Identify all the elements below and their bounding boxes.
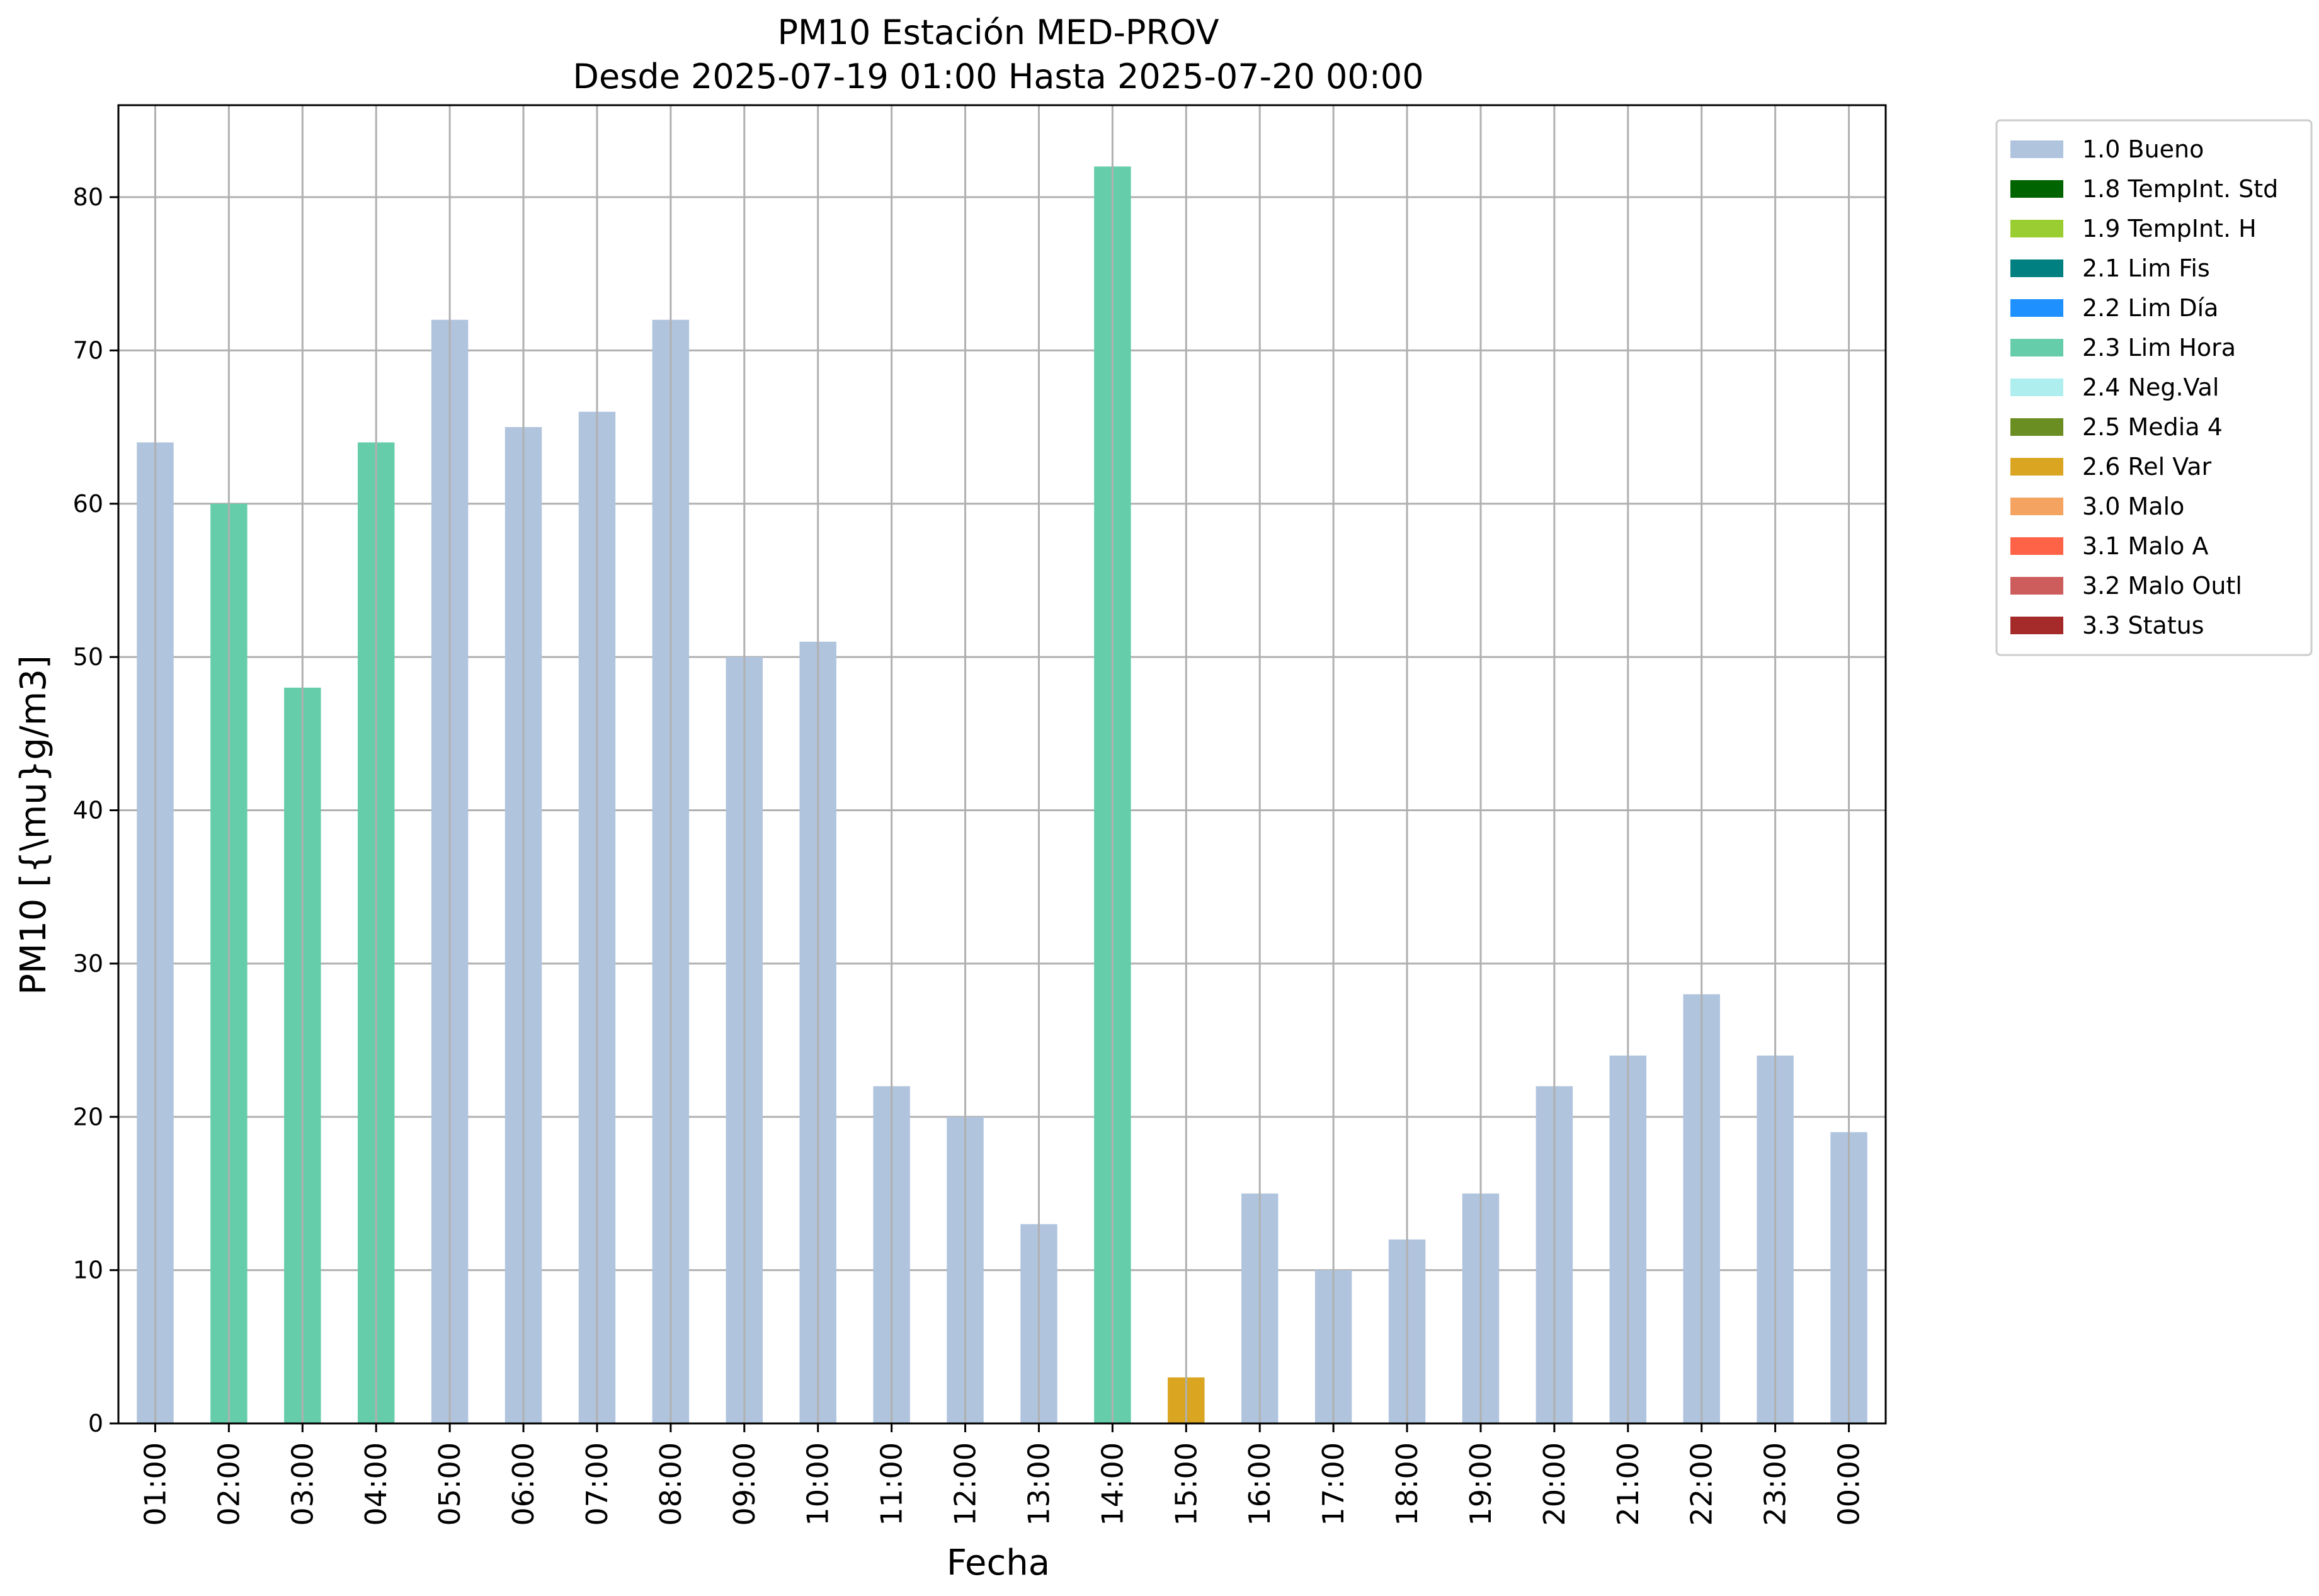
legend-label: 1.0 Bueno <box>2082 135 2204 163</box>
x-tick-label: 09:00 <box>727 1442 761 1526</box>
legend-label: 2.6 Rel Var <box>2082 453 2212 481</box>
x-tick-label: 22:00 <box>1685 1442 1719 1526</box>
legend-label: 2.2 Lim Día <box>2082 294 2218 322</box>
x-axis-label: Fecha <box>947 1542 1050 1583</box>
x-tick-label: 00:00 <box>1832 1442 1866 1526</box>
legend-swatch <box>2010 140 2063 158</box>
y-tick-label: 80 <box>73 183 103 211</box>
legend-swatch <box>2010 299 2063 317</box>
bars <box>137 166 1867 1424</box>
legend-swatch <box>2010 617 2063 634</box>
legend-label: 3.2 Malo Outl <box>2082 572 2242 600</box>
legend-swatch <box>2010 220 2063 237</box>
x-tick-label: 13:00 <box>1022 1442 1056 1526</box>
grid-lines <box>118 196 1886 1425</box>
x-tick-label: 18:00 <box>1390 1442 1424 1526</box>
x-grid-lines <box>154 105 1850 1423</box>
legend-swatch <box>2010 498 2063 515</box>
x-tick-label: 12:00 <box>949 1442 983 1526</box>
x-tick-label: 04:00 <box>359 1442 393 1526</box>
x-axis-ticks: 01:00 02:00 03:00 04:00 05:00 06:00 07:00 08:00… <box>138 1423 1866 1526</box>
legend-label: 2.1 Lim Fis <box>2082 254 2210 282</box>
legend-label: 1.8 TempInt. Std <box>2082 175 2278 203</box>
x-tick-label: 23:00 <box>1758 1442 1792 1526</box>
y-tick-label: 0 <box>88 1410 103 1437</box>
y-axis-label: PM10 [{\mu}g/m3] <box>13 655 54 995</box>
x-tick-label: 19:00 <box>1464 1442 1498 1526</box>
y-tick-label: 30 <box>73 950 103 978</box>
x-tick-label: 05:00 <box>433 1442 467 1526</box>
chart-subtitle: Desde 2025-07-19 01:00 Hasta 2025-07-20 … <box>573 57 1423 96</box>
x-tick-label: 01:00 <box>138 1442 172 1526</box>
legend-label: 2.5 Media 4 <box>2082 413 2223 441</box>
legend-label: 3.0 Malo <box>2082 493 2184 520</box>
legend-label: 1.9 TempInt. H <box>2082 215 2257 242</box>
y-tick-label: 20 <box>73 1103 103 1131</box>
plot-frame <box>117 104 1887 1425</box>
x-tick-label: 03:00 <box>285 1442 319 1526</box>
x-tick-label: 08:00 <box>654 1442 688 1526</box>
legend-swatch <box>2010 339 2063 356</box>
legend-label: 2.4 Neg.Val <box>2082 373 2219 401</box>
y-tick-label: 60 <box>73 490 103 518</box>
y-tick-label: 50 <box>73 643 103 671</box>
legend-label: 3.3 Status <box>2082 612 2204 639</box>
y-tick-label: 40 <box>73 797 103 824</box>
legend-swatch <box>2010 577 2063 595</box>
x-tick-label: 10:00 <box>801 1442 835 1526</box>
x-tick-label: 16:00 <box>1243 1442 1277 1526</box>
x-tick-label: 02:00 <box>212 1442 246 1526</box>
y-axis-ticks: 0 10 20 30 40 50 60 70 80 <box>73 183 118 1437</box>
chart-title: PM10 Estación MED-PROV <box>777 13 1219 52</box>
legend-label: 2.3 Lim Hora <box>2082 334 2236 362</box>
legend: 1.0 Bueno 1.8 TempInt. Std 1.9 TempInt. H 2… <box>1995 119 2313 656</box>
legend-frame <box>1995 119 2313 656</box>
legend-swatch <box>2010 379 2063 396</box>
legend-swatch <box>2010 259 2063 277</box>
legend-swatch <box>2010 418 2063 436</box>
y-tick-label: 10 <box>73 1257 103 1284</box>
y-tick-label: 70 <box>73 336 103 364</box>
x-tick-label: 21:00 <box>1611 1442 1645 1526</box>
legend-label: 3.1 Malo A <box>2082 532 2208 560</box>
x-tick-label: 20:00 <box>1537 1442 1571 1526</box>
x-tick-label: 17:00 <box>1316 1442 1350 1526</box>
legend-swatch <box>2010 537 2063 555</box>
x-tick-label: 06:00 <box>506 1442 540 1526</box>
x-tick-label: 11:00 <box>875 1442 909 1526</box>
legend-swatch <box>2010 180 2063 198</box>
x-tick-label: 14:00 <box>1095 1442 1129 1526</box>
x-tick-label: 07:00 <box>580 1442 614 1526</box>
x-tick-label: 15:00 <box>1169 1442 1203 1526</box>
legend-swatch <box>2010 458 2063 476</box>
